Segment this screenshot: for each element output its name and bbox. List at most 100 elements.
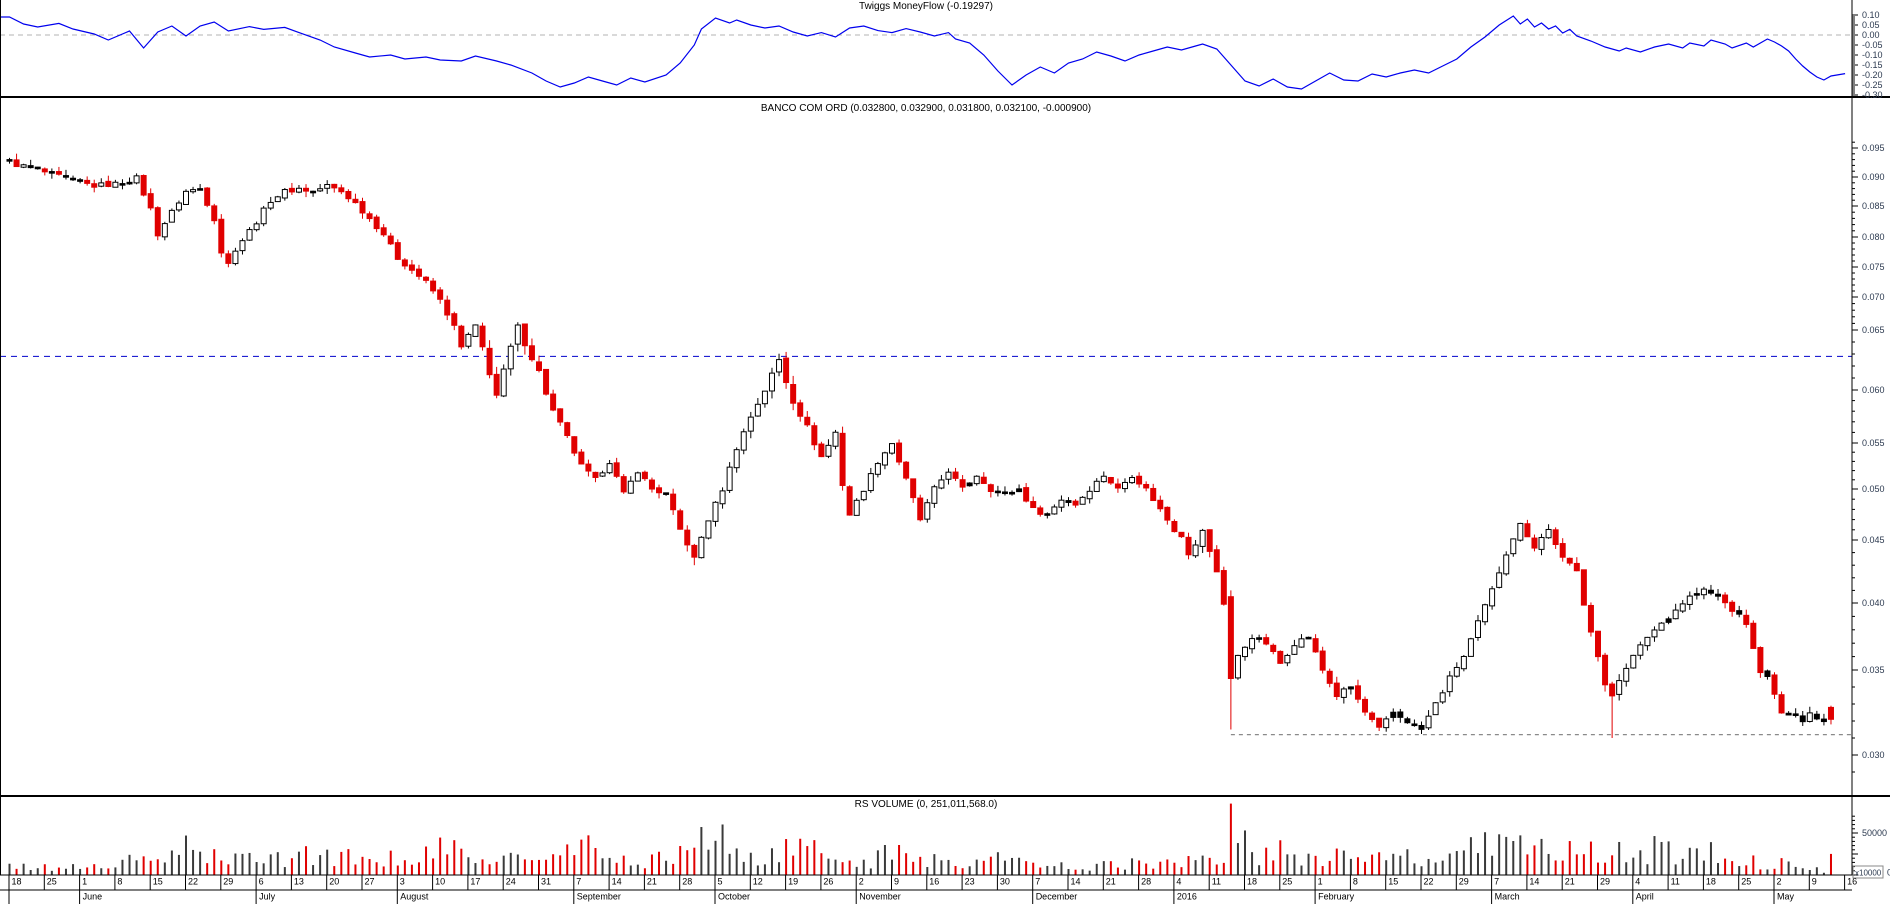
volume-bar — [1088, 870, 1091, 875]
candle-body — [1192, 544, 1199, 557]
candle-body — [1270, 644, 1277, 652]
volume-bar — [114, 867, 117, 875]
volume-bar — [1258, 865, 1261, 875]
candle-body — [811, 425, 818, 446]
volume-bar — [1011, 857, 1014, 875]
month-label: December — [1036, 892, 1078, 902]
volume-bar — [735, 848, 738, 875]
candle-body — [147, 193, 154, 209]
candle-body — [1524, 523, 1531, 538]
candle-body — [1764, 670, 1771, 677]
volume-bar — [1702, 860, 1705, 875]
volume-bar — [1815, 867, 1818, 875]
candle-body — [105, 180, 112, 187]
volume-bar — [206, 863, 209, 875]
candle-body — [1418, 725, 1425, 730]
volume-bar — [1018, 857, 1021, 875]
candle-body — [197, 188, 204, 191]
volume-bar — [241, 853, 244, 875]
candle-body — [994, 490, 1001, 494]
volume-bar — [891, 859, 893, 875]
volume-bar — [1208, 857, 1211, 875]
candle-body — [627, 480, 634, 494]
volume-bar — [898, 845, 901, 875]
volume-bar — [1808, 869, 1811, 875]
candle-body — [832, 431, 839, 447]
volume-bar — [1787, 861, 1790, 875]
candle-body — [1602, 654, 1609, 686]
candle-body — [1376, 717, 1383, 728]
price-axis-label: 0.080 — [1862, 232, 1885, 242]
candle-body — [1354, 685, 1361, 700]
candle-body — [528, 345, 535, 361]
candle-body — [881, 452, 888, 466]
volume-bar — [1717, 863, 1720, 875]
candle-body — [1030, 501, 1037, 509]
date-axis-weeks[interactable]: 18 25 1 8 15 22 29 6 13 20 27 3 10 17 24 31 7 14 21 28 5 12 19… — [0, 875, 1857, 891]
volume-bar — [1053, 866, 1056, 875]
volume-bar — [566, 844, 569, 875]
moneyflow-panel[interactable] — [0, 15, 1852, 90]
volume-bar — [1505, 836, 1508, 875]
volume-bar — [1554, 860, 1557, 875]
candle-body — [20, 164, 27, 168]
candle-body — [458, 325, 465, 348]
volume-bar — [305, 846, 308, 875]
price-panel[interactable] — [0, 153, 1852, 738]
candle-body — [1609, 683, 1616, 697]
volume-axis[interactable]: 50000 x10000 0 — [1852, 815, 1890, 879]
volume-panel[interactable] — [8, 803, 1832, 875]
date-axis-months[interactable]: June July August September October November De… — [8, 890, 1795, 904]
candle-body — [500, 368, 507, 397]
volume-bar — [1364, 861, 1367, 875]
volume-bar — [601, 858, 604, 875]
candle-body — [776, 359, 783, 373]
candle-body — [1827, 706, 1834, 720]
volume-bar — [1653, 836, 1656, 875]
candle-body — [1538, 537, 1545, 550]
volume-bar — [248, 852, 251, 875]
candle-body — [952, 471, 959, 479]
candle-body — [34, 166, 41, 170]
volume-bar — [714, 840, 717, 875]
candle-body — [1693, 593, 1700, 596]
volume-bar — [396, 865, 399, 875]
volume-bar — [516, 854, 519, 875]
volume-bar — [333, 866, 336, 875]
moneyflow-axis[interactable]: 0.100.050.00-0.05-0.10-0.15-0.20-0.25-0.… — [1852, 10, 1883, 100]
volume-bar — [1180, 867, 1183, 875]
candle-body — [1425, 715, 1432, 729]
candle-body — [719, 490, 726, 505]
candle-body — [1234, 654, 1241, 679]
volume-bar — [1244, 830, 1246, 875]
candle-body — [1496, 572, 1503, 588]
volume-bar — [1159, 861, 1162, 875]
candle-body — [1489, 588, 1496, 607]
candle-body — [889, 443, 895, 454]
volume-bar — [170, 850, 173, 875]
candle-body — [1390, 711, 1397, 718]
candle-body — [218, 218, 225, 254]
candle-body — [747, 416, 754, 432]
candle-body — [804, 416, 811, 426]
price-axis[interactable]: 0.095 0.090 0.085 0.080 0.075 0.070 0.065 0.060… — [1852, 141, 1885, 773]
week-label: 18 — [12, 877, 22, 887]
volume-bar — [1427, 858, 1430, 875]
volume-bar — [1300, 865, 1303, 875]
volume-bar — [1328, 860, 1331, 875]
candle-body — [1114, 483, 1121, 489]
candle-body — [13, 159, 20, 168]
volume-bar — [636, 864, 639, 875]
candle-body — [1150, 487, 1157, 502]
price-axis-label: 0.050 — [1862, 484, 1885, 494]
volume-bar — [1533, 845, 1536, 875]
volume-bar — [1025, 861, 1028, 875]
volume-bar — [1512, 841, 1515, 875]
volume-bar — [1279, 840, 1282, 875]
candle-body — [521, 323, 528, 347]
candle-body — [1736, 610, 1743, 615]
candle-body — [55, 171, 62, 175]
candle-body — [317, 188, 324, 192]
volume-bar — [1773, 868, 1776, 875]
